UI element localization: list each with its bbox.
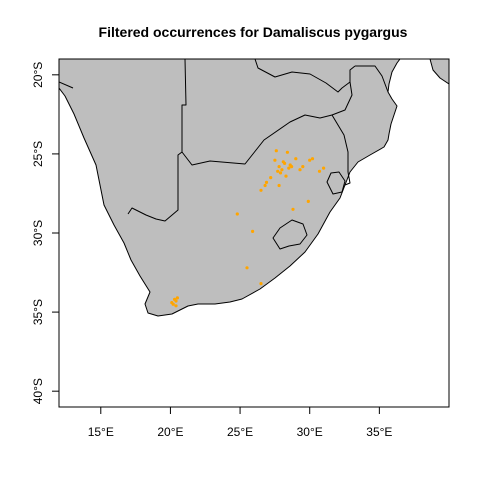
- occurrence-point: [245, 266, 249, 270]
- x-axis: 15°E 20°E 25°E 30°E 35°E: [88, 406, 392, 439]
- border-mozambique-malawi: [355, 65, 389, 93]
- land-lesotho: [272, 219, 308, 250]
- occurrence-point: [175, 296, 179, 300]
- y-tick-label: 30°S: [31, 220, 45, 246]
- occurrence-point: [290, 165, 294, 169]
- occurrence-point: [291, 207, 295, 211]
- occurrence-point: [235, 212, 239, 216]
- occurrence-point: [277, 165, 281, 169]
- x-tick-label: 15°E: [88, 425, 114, 439]
- occurrence-point: [277, 183, 281, 188]
- occurrence-point: [264, 180, 269, 184]
- occurrence-point: [284, 174, 288, 178]
- border-namibia-angola: [59, 81, 74, 89]
- occurrence-point: [259, 188, 263, 192]
- occurrence-point: [306, 199, 310, 203]
- border-southafrica-mozambique: [344, 171, 351, 186]
- occurrence-point: [298, 168, 302, 172]
- occurrence-point: [301, 165, 305, 169]
- occurrence-point: [251, 229, 255, 233]
- occurrence-point: [322, 166, 326, 170]
- map-title: Filtered occurrences for Damaliscus pyga…: [99, 24, 408, 40]
- occurrence-point: [273, 158, 277, 162]
- x-tick-label: 20°E: [157, 425, 183, 439]
- y-tick-label: 20°S: [31, 62, 45, 88]
- border-zambia-zimbabwe: [254, 59, 356, 93]
- occurrence-point: [310, 157, 315, 161]
- occurrence-point: [263, 183, 267, 188]
- occurrence-point: [276, 169, 280, 173]
- occurrence-point: [170, 301, 174, 305]
- x-tick-label: 35°E: [366, 425, 392, 439]
- land-eswatini: [326, 171, 346, 195]
- border-namibia-botswana: [127, 59, 187, 222]
- occurrence-point: [308, 158, 312, 162]
- y-axis: 20°S 25°S 30°S 35°S 40°S: [31, 62, 60, 404]
- occurrence-point: [173, 297, 177, 301]
- border-zimbabwe-mozambique: [331, 81, 353, 172]
- occurrence-point: [281, 160, 285, 164]
- x-tick-label: 25°E: [227, 425, 253, 439]
- border-botswana-zimbabwe: [181, 114, 333, 166]
- occurrence-point: [294, 157, 298, 161]
- occurrence-point: [287, 166, 291, 170]
- y-tick-label: 25°S: [31, 141, 45, 167]
- occurrence-point: [280, 168, 284, 172]
- occurrence-point: [259, 282, 263, 286]
- y-tick-label: 35°S: [31, 299, 45, 325]
- occurrence-point: [285, 150, 289, 154]
- land-madagascar: [429, 59, 449, 85]
- occurrence-point: [274, 149, 278, 153]
- land-southern-africa: [59, 59, 401, 317]
- y-tick-label: 40°S: [31, 378, 45, 404]
- occurrence-point: [269, 176, 273, 180]
- occurrence-point: [317, 169, 322, 173]
- occurrence-point: [174, 304, 178, 308]
- occurrence-points: [170, 149, 326, 308]
- x-tick-label: 30°E: [297, 425, 323, 439]
- occurrence-point: [278, 171, 283, 175]
